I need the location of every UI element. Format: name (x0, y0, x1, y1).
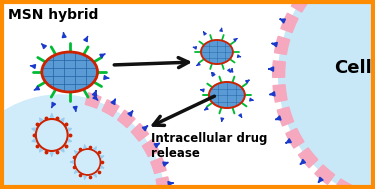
Circle shape (75, 149, 101, 175)
Wedge shape (273, 61, 285, 77)
Circle shape (36, 119, 67, 151)
Wedge shape (277, 107, 294, 126)
Wedge shape (291, 0, 310, 12)
Wedge shape (85, 93, 101, 108)
Text: Cell: Cell (334, 59, 372, 77)
Wedge shape (151, 157, 166, 174)
Wedge shape (143, 139, 159, 157)
Text: Intracellular drug
release: Intracellular drug release (151, 132, 268, 160)
Wedge shape (102, 100, 119, 116)
Ellipse shape (42, 52, 98, 92)
Wedge shape (315, 165, 335, 184)
Wedge shape (118, 110, 135, 128)
Wedge shape (299, 148, 318, 168)
Ellipse shape (201, 40, 233, 64)
Wedge shape (273, 85, 287, 102)
Wedge shape (281, 13, 298, 33)
Circle shape (279, 0, 377, 189)
Wedge shape (131, 124, 149, 141)
Wedge shape (334, 179, 354, 189)
Text: MSN hybrid: MSN hybrid (8, 8, 98, 22)
Wedge shape (156, 177, 170, 189)
Ellipse shape (209, 82, 245, 108)
Wedge shape (286, 128, 304, 148)
Wedge shape (274, 36, 290, 55)
Circle shape (0, 95, 164, 189)
